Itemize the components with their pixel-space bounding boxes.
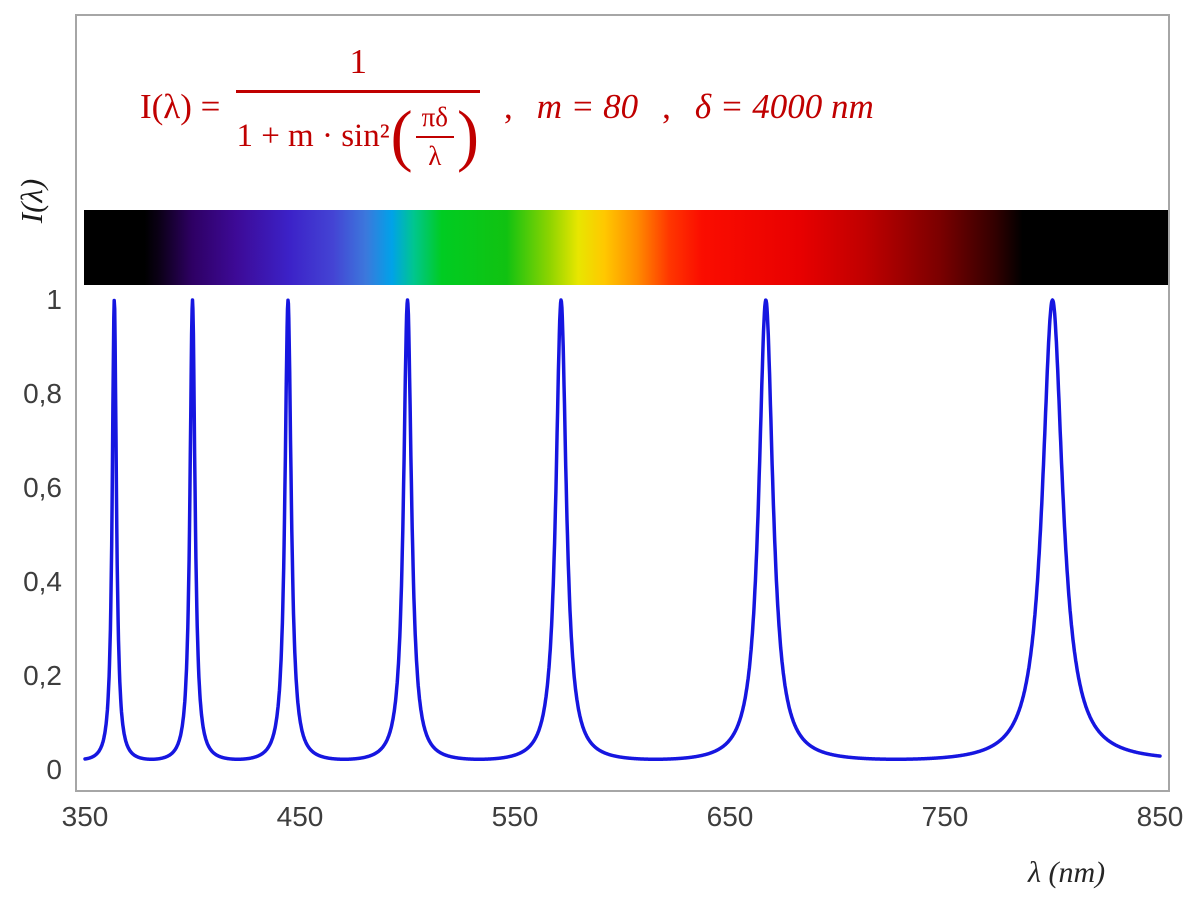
- inner-fraction-denominator: λ: [428, 141, 442, 171]
- airy-curve-path: [83, 298, 1162, 762]
- y-tick-label: 0,2: [23, 660, 62, 691]
- x-tick-label: 650: [706, 801, 754, 832]
- y-tick-labels: 1 0,8 0,6 0,4 0,2 0: [0, 0, 62, 924]
- x-tick-label: 450: [276, 801, 324, 832]
- inner-fraction: πδ λ: [415, 101, 454, 172]
- formula-comma: ,: [503, 87, 513, 126]
- formula-title: I(λ) = 1 1 + m · sin² ( πδ λ ) , m = 80 …: [140, 32, 874, 182]
- plot-border: [75, 14, 1170, 792]
- visible-spectrum-bar: [84, 210, 1168, 285]
- param-m: m = 80: [536, 87, 639, 126]
- denominator-prefix: 1 + m · sin²: [236, 118, 390, 154]
- formula-fraction: 1 1 + m · sin² ( πδ λ ): [236, 42, 480, 172]
- y-tick-label: 1: [46, 284, 62, 315]
- fraction-denominator: 1 + m · sin² ( πδ λ ): [236, 93, 480, 172]
- x-tick-label: 550: [491, 801, 539, 832]
- open-paren: (: [390, 97, 413, 174]
- y-tick-label: 0,8: [23, 378, 62, 409]
- x-tick-label: 850: [1136, 801, 1184, 832]
- inner-fraction-numerator: πδ: [415, 101, 454, 138]
- y-tick-label: 0,6: [23, 472, 62, 503]
- close-paren: ): [456, 97, 479, 174]
- x-axis-label: λ (nm): [1028, 856, 1106, 889]
- x-tick-label: 350: [61, 801, 109, 832]
- y-tick-label: 0,4: [23, 566, 62, 597]
- formula-lhs: I(λ) =: [140, 87, 221, 126]
- y-tick-label: 0: [46, 754, 62, 785]
- x-tick-label: 750: [921, 801, 969, 832]
- intensity-curve: [83, 298, 1162, 762]
- formula-comma: ,: [662, 87, 671, 126]
- fraction-numerator: 1: [236, 42, 480, 93]
- param-delta: δ = 4000 nm: [694, 87, 874, 126]
